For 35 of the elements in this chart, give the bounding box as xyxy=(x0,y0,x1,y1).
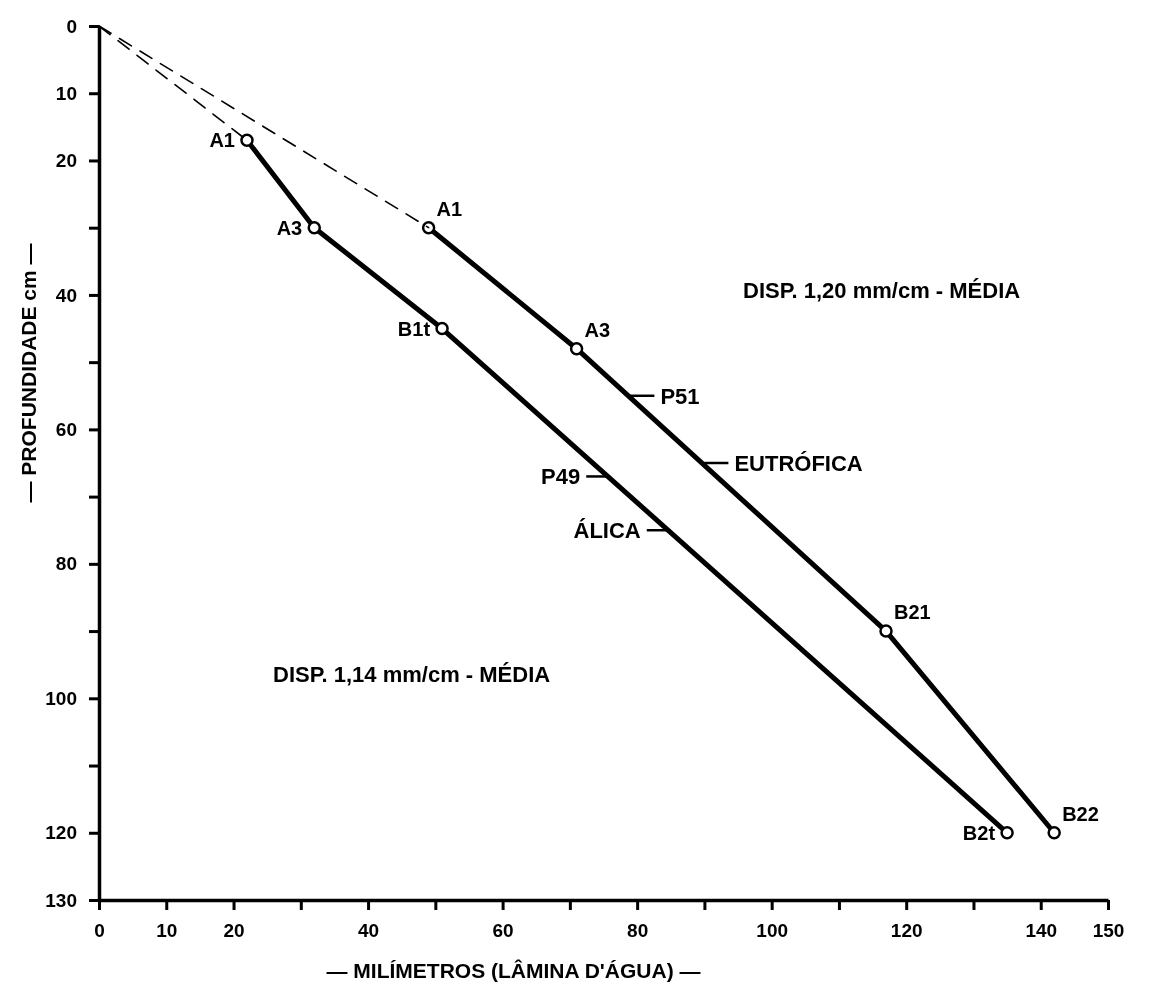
annotation: DISP. 1,20 mm/cm - MÉDIA xyxy=(743,278,1021,303)
annotation: B2t xyxy=(962,821,996,844)
annotation: B22 xyxy=(1062,802,1099,825)
x-axis-title: — MILÍMETROS (LÂMINA D'ÁGUA) — xyxy=(326,959,701,982)
y-tick-label: 0 xyxy=(66,15,77,37)
annotation: EUTRÓFICA xyxy=(734,451,863,476)
y-tick-label: 100 xyxy=(45,687,77,709)
x-tick-label: 40 xyxy=(358,920,380,942)
x-tick-label: 120 xyxy=(890,920,923,942)
y-tick-label: 120 xyxy=(45,822,77,844)
annotation: A3 xyxy=(584,318,611,341)
x-tick-label: 80 xyxy=(627,920,649,942)
x-tick-label: 20 xyxy=(223,920,245,942)
annotation: DISP. 1,14 mm/cm - MÉDIA xyxy=(273,662,551,687)
y-tick-label: 40 xyxy=(55,284,77,306)
x-tick-label: 140 xyxy=(1025,920,1058,942)
annotation: A1 xyxy=(209,129,235,152)
annotation: B1t xyxy=(397,317,431,340)
x-tick-label: 100 xyxy=(756,920,789,942)
y-tick-label: 80 xyxy=(55,553,77,575)
annotation: P51 xyxy=(660,383,700,409)
y-tick-label: 130 xyxy=(45,889,77,911)
annotation: B21 xyxy=(894,601,931,624)
y-tick-label: 60 xyxy=(55,418,77,440)
y-tick-label: 20 xyxy=(55,150,77,172)
y-axis-title: — PROFUNDIDADE cm — xyxy=(17,243,40,503)
annotation: P49 xyxy=(541,464,581,490)
x-tick-label: 10 xyxy=(156,920,178,942)
annotation: A1 xyxy=(436,197,463,220)
annotation: A3 xyxy=(276,216,303,239)
y-tick-label: 10 xyxy=(55,82,77,104)
x-tick-label: 150 xyxy=(1092,920,1125,942)
annotation: ÁLICA xyxy=(573,518,641,544)
x-tick-label: 60 xyxy=(492,920,514,942)
x-tick-label: 0 xyxy=(94,920,105,942)
